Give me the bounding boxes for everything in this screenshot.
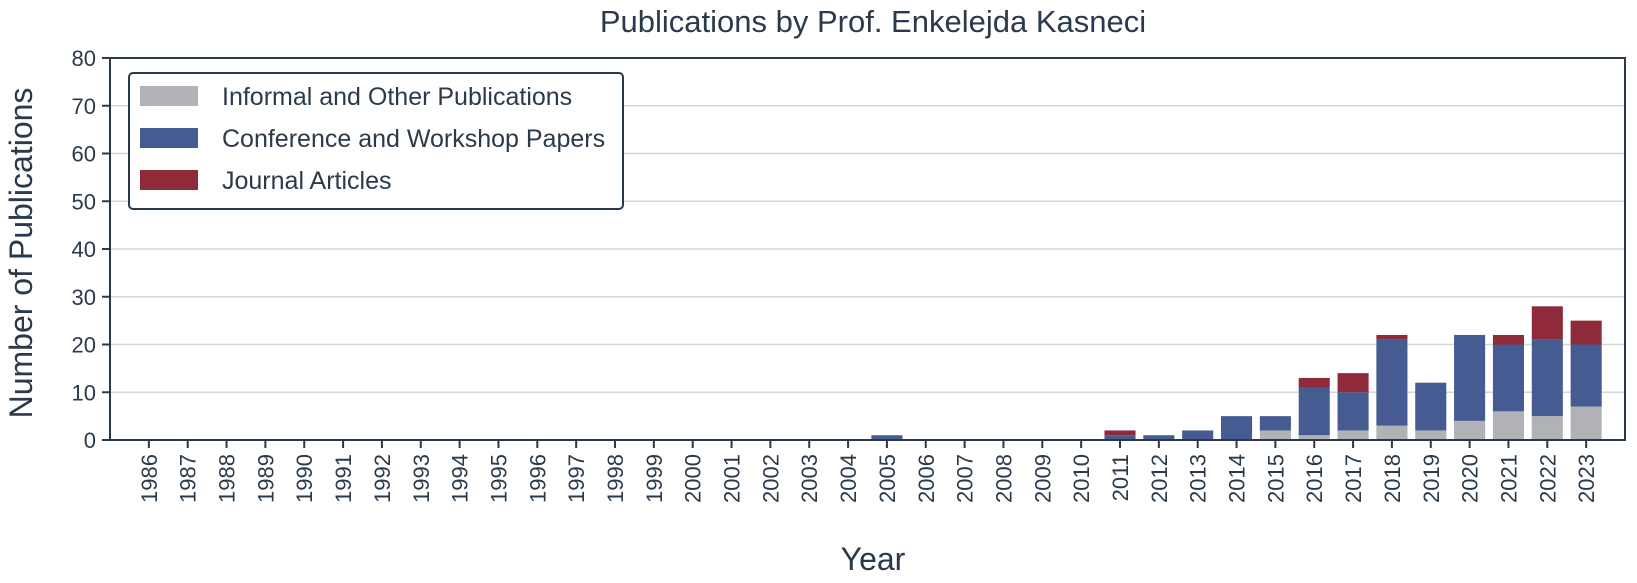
legend: Informal and Other Publications Conferenc… xyxy=(128,72,624,210)
x-tick-label: 2019 xyxy=(1419,454,1444,503)
bar-segment xyxy=(1104,430,1136,436)
y-tick-label: 70 xyxy=(72,94,96,119)
x-tick-label: 1995 xyxy=(486,454,511,503)
x-axis-ticks: 1986 1987 1988 1989 1990 1991 1992 1993 1994 1995… xyxy=(137,440,1599,503)
x-tick-label: 2004 xyxy=(836,454,861,503)
bar-segment xyxy=(1415,382,1447,431)
x-axis-label: Year xyxy=(841,541,906,577)
legend-box xyxy=(128,72,624,210)
bar-segment xyxy=(1143,435,1175,440)
y-tick-label: 30 xyxy=(72,285,96,310)
bar-segment xyxy=(1570,320,1602,345)
y-tick-label: 10 xyxy=(72,380,96,405)
legend-swatch xyxy=(140,86,198,106)
bar-segment xyxy=(1454,420,1486,440)
x-tick-label: 1992 xyxy=(370,454,395,503)
bar-segment xyxy=(1298,387,1330,436)
bar-segment xyxy=(1570,406,1602,440)
x-tick-label: 1988 xyxy=(215,454,240,503)
x-tick-label: 2023 xyxy=(1574,454,1599,503)
bar-segment xyxy=(1492,344,1524,412)
bar-segment xyxy=(1259,430,1291,440)
x-tick-label: 2017 xyxy=(1341,454,1366,503)
y-tick-label: 20 xyxy=(72,333,96,358)
y-tick-label: 80 xyxy=(72,46,96,71)
x-tick-label: 2009 xyxy=(1030,454,1055,503)
bar-segment xyxy=(1376,425,1408,440)
x-tick-label: 1993 xyxy=(409,454,434,503)
bar-segment xyxy=(1492,334,1524,345)
x-tick-label: 2010 xyxy=(1069,454,1094,503)
bar-segment xyxy=(1531,306,1563,340)
x-tick-label: 1996 xyxy=(525,454,550,503)
x-tick-label: 2008 xyxy=(991,454,1016,503)
x-tick-label: 2014 xyxy=(1225,454,1250,503)
bar-segment xyxy=(1415,430,1447,440)
bar-segment xyxy=(1570,344,1602,407)
bar-segment xyxy=(1259,416,1291,431)
y-tick-label: 50 xyxy=(72,189,96,214)
bar-segment xyxy=(1298,377,1330,388)
x-tick-label: 1997 xyxy=(564,454,589,503)
x-tick-label: 1989 xyxy=(253,454,278,503)
bar-segment xyxy=(1104,435,1136,440)
legend-label: Conference and Workshop Papers xyxy=(222,125,605,153)
bar-segment xyxy=(1337,430,1369,440)
x-tick-label: 2018 xyxy=(1380,454,1405,503)
x-tick-label: 2013 xyxy=(1186,454,1211,503)
x-tick-label: 2006 xyxy=(914,454,939,503)
bar-segment xyxy=(1337,373,1369,393)
bars xyxy=(871,306,1602,440)
y-axis-label: Number of Publications xyxy=(3,88,39,419)
x-tick-label: 1994 xyxy=(448,454,473,503)
bar-segment xyxy=(1454,334,1486,421)
x-tick-label: 1986 xyxy=(137,454,162,503)
x-tick-label: 2011 xyxy=(1108,454,1133,501)
x-tick-label: 1999 xyxy=(642,454,667,503)
x-tick-label: 2022 xyxy=(1535,454,1560,503)
x-tick-label: 1987 xyxy=(176,454,201,503)
bar-segment xyxy=(1531,339,1563,417)
y-axis-ticks: 0 10 20 30 40 50 60 70 80 xyxy=(72,46,110,453)
bar-segment xyxy=(1182,430,1214,440)
legend-label: Informal and Other Publications xyxy=(222,83,572,111)
x-tick-label: 2007 xyxy=(953,454,978,503)
chart-title: Publications by Prof. Enkelejda Kasneci xyxy=(600,4,1146,39)
bar-segment xyxy=(1531,416,1563,440)
bar-segment xyxy=(1298,435,1330,440)
legend-label: Journal Articles xyxy=(222,167,392,195)
y-tick-label: 60 xyxy=(72,142,96,167)
y-tick-label: 40 xyxy=(72,237,96,262)
x-tick-label: 2005 xyxy=(875,454,900,503)
legend-swatch xyxy=(140,170,198,190)
x-tick-label: 1991 xyxy=(331,454,356,503)
bar-segment xyxy=(1492,411,1524,440)
x-tick-label: 2015 xyxy=(1263,454,1288,503)
bar-segment xyxy=(1376,334,1408,340)
x-tick-label: 2002 xyxy=(758,454,783,503)
x-tick-label: 2020 xyxy=(1458,454,1483,503)
y-tick-label: 0 xyxy=(84,428,96,453)
bar-segment xyxy=(1337,392,1369,431)
x-tick-label: 2016 xyxy=(1302,454,1327,503)
bar-segment xyxy=(871,435,903,440)
x-tick-label: 2001 xyxy=(720,454,745,503)
x-tick-label: 1998 xyxy=(603,454,628,503)
bar-segment xyxy=(1221,416,1253,440)
x-tick-label: 2012 xyxy=(1147,454,1172,503)
x-tick-label: 2003 xyxy=(797,454,822,503)
x-tick-label: 1990 xyxy=(292,454,317,503)
legend-swatch xyxy=(140,128,198,148)
bar-segment xyxy=(1376,339,1408,426)
x-tick-label: 2000 xyxy=(681,454,706,503)
x-tick-label: 2021 xyxy=(1496,454,1521,503)
